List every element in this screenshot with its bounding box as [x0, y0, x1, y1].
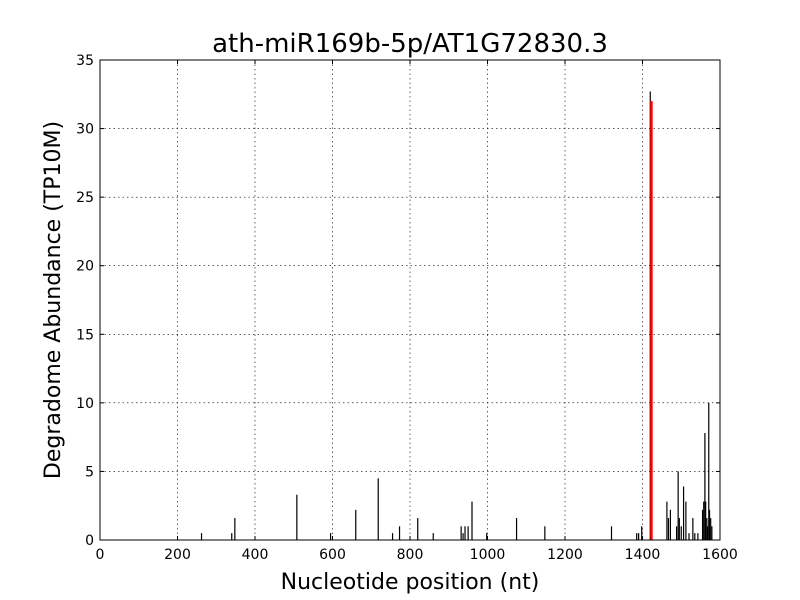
- y-tick-label: 5: [85, 464, 94, 480]
- y-tick-label: 20: [76, 259, 94, 275]
- y-axis-label: Degradome Abundance (TP10M): [41, 121, 66, 479]
- grid: [100, 60, 720, 540]
- y-tick-label: 35: [76, 53, 94, 69]
- x-tick-label: 1000: [470, 547, 506, 563]
- y-tick-label: 0: [85, 533, 94, 549]
- x-tick-label: 1400: [625, 547, 661, 563]
- x-tick-label: 1200: [547, 547, 583, 563]
- axis-ticks: [99, 59, 721, 541]
- x-tick-label: 200: [164, 547, 191, 563]
- y-tick-label: 15: [76, 327, 94, 343]
- y-tick-label: 30: [76, 122, 94, 138]
- chart-title: ath-miR169b-5p/AT1G72830.3: [212, 29, 608, 59]
- x-tick-label: 400: [242, 547, 269, 563]
- x-axis-label: Nucleotide position (nt): [281, 570, 540, 595]
- x-tick-label: 1600: [702, 547, 738, 563]
- y-tick-label: 25: [76, 190, 94, 206]
- x-tick-label: 600: [319, 547, 346, 563]
- y-tick-label: 10: [76, 396, 94, 412]
- x-tick-label: 0: [96, 547, 105, 563]
- x-tick-label: 800: [397, 547, 424, 563]
- bars: [200, 91, 713, 540]
- tick-labels: 0 200 400 600 800 1000 1200 1400 1600 0 5 10 15 20 25 3…: [76, 53, 738, 563]
